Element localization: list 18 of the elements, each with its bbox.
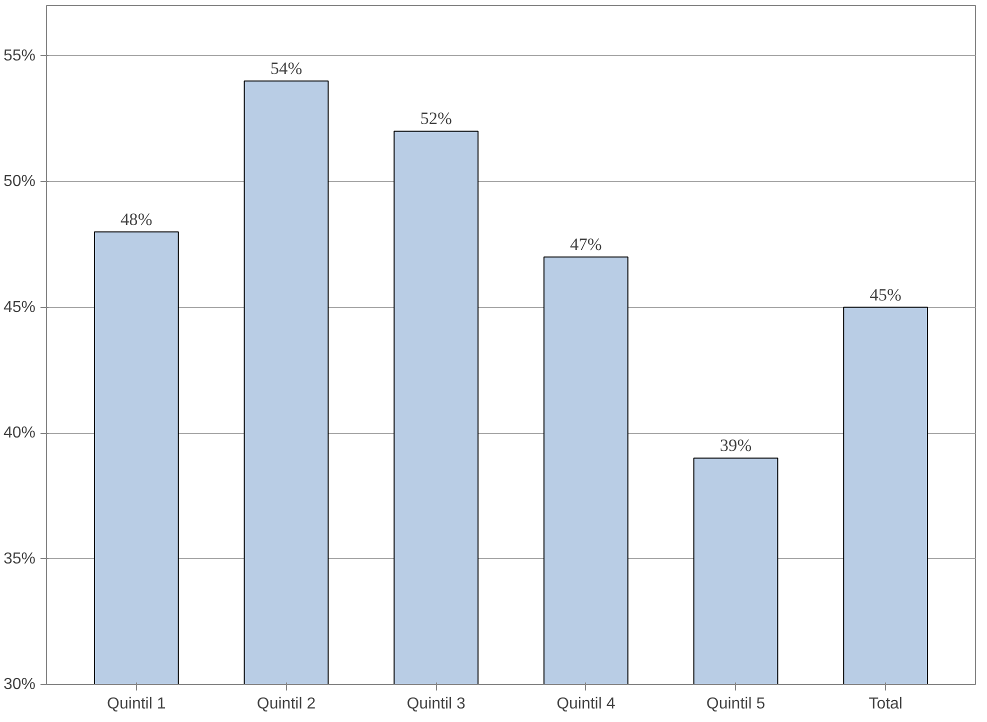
y-tick-label: 35% [3,550,36,568]
data-label: 48% [120,210,152,229]
x-tick-label: Quintil 3 [406,696,466,712]
y-tick-label: 50% [3,173,36,190]
x-tick-label: Quintil 4 [556,696,616,712]
y-tick-label: 40% [3,424,36,442]
data-label: 39% [720,436,752,456]
x-tick-label: Quintil 1 [107,696,166,712]
x-tick-label: Quintil 5 [706,696,766,712]
y-tick-label: 55% [3,47,36,64]
data-label: 54% [270,58,302,78]
data-label: 52% [420,109,452,128]
x-tick-label: Quintil 2 [256,696,316,712]
x-tick-label: Total [868,696,902,712]
data-label: 45% [870,285,902,304]
y-tick-label: 30% [3,676,36,693]
y-tick-label: 45% [3,298,36,316]
data-label: 47% [570,234,602,254]
